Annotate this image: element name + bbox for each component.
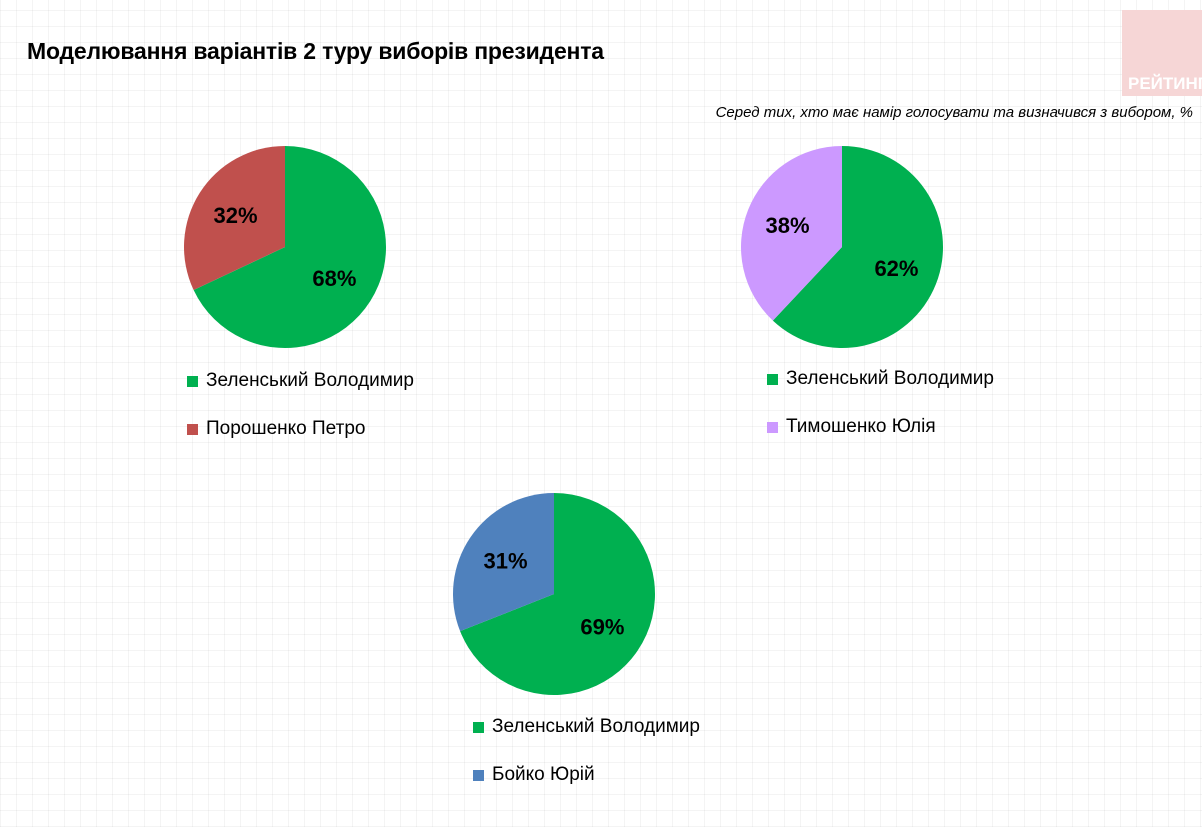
legend-label: Порошенко Петро [206, 418, 366, 439]
rating-logo: РЕЙТИНГ [1122, 10, 1202, 96]
legend-label: Зеленський Володимир [492, 716, 700, 737]
pie-slice-zelensky [772, 146, 943, 348]
legend-swatch [187, 423, 198, 435]
legend-label: Зеленський Володимир [786, 368, 994, 389]
legend-item: Зеленський Володимир [187, 370, 414, 392]
pie-slice-opponent [741, 146, 842, 321]
legend-item: Порошенко Петро [187, 418, 365, 440]
pie-data-label: 38% [766, 213, 810, 238]
chart-subtitle: Серед тих, хто має намір голосувати та в… [715, 104, 1193, 121]
legend-label: Бойко Юрій [492, 764, 595, 785]
pie-chart-zelensky-poroshenko: 68% 32% [184, 146, 386, 348]
legend-label: Тимошенко Юлія [786, 416, 936, 437]
legend-swatch [187, 375, 198, 387]
pie-data-label: 68% [312, 266, 356, 291]
pie-data-label: 69% [580, 614, 624, 639]
legend-swatch [473, 769, 484, 781]
pie-slice-zelensky [460, 493, 655, 695]
legend-item: Зеленський Володимир [473, 716, 700, 738]
legend-item: Зеленський Володимир [767, 368, 994, 390]
pie-slice-opponent [453, 493, 554, 632]
legend-label: Зеленський Володимир [206, 370, 414, 391]
legend-item: Бойко Юрій [473, 764, 595, 786]
page-title: Моделювання варіантів 2 туру виборів пре… [27, 38, 604, 64]
pie-data-label: 31% [484, 549, 528, 574]
legend-swatch [767, 373, 778, 385]
pie-data-label: 62% [874, 256, 918, 281]
logo-text: РЕЙТИНГ [1128, 74, 1202, 93]
pie-chart-zelensky-boyko: 69% 31% [453, 493, 655, 695]
pie-data-label: 32% [214, 203, 258, 228]
legend-item: Тимошенко Юлія [767, 416, 936, 438]
pie-chart-zelensky-tymoshenko: 62% 38% [741, 146, 943, 348]
legend-swatch [473, 721, 484, 733]
pie-slice-zelensky [193, 146, 386, 348]
legend-swatch [767, 421, 778, 433]
pie-slice-opponent [184, 146, 285, 291]
